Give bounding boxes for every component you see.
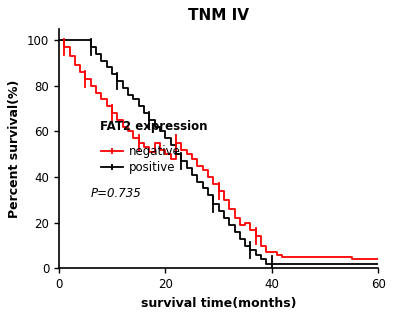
Y-axis label: Percent survival(%): Percent survival(%) xyxy=(8,79,21,218)
X-axis label: survival time(months): survival time(months) xyxy=(141,297,296,310)
Title: TNM IV: TNM IV xyxy=(188,8,249,23)
Legend: negative, positive: negative, positive xyxy=(97,140,185,179)
Text: FAT2 expression: FAT2 expression xyxy=(100,120,208,133)
Text: P=0.735: P=0.735 xyxy=(91,187,141,200)
